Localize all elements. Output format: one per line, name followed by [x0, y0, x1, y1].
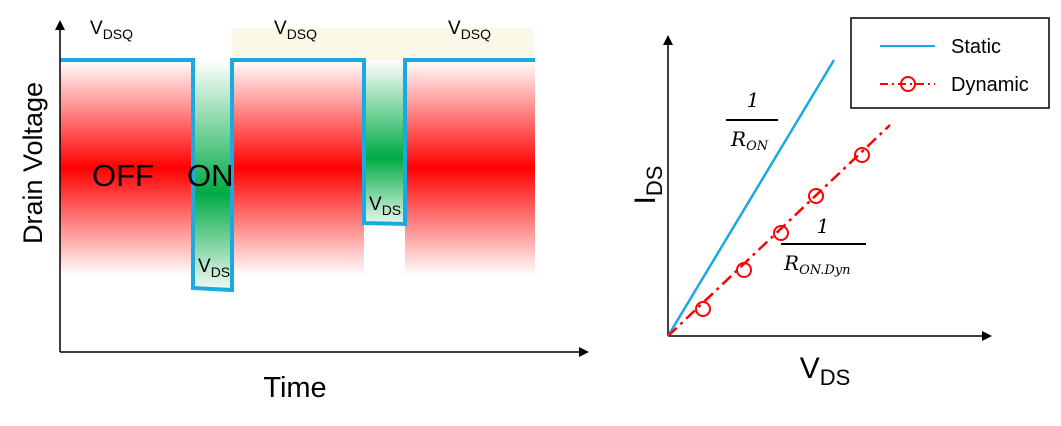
vdsq-band — [232, 28, 534, 60]
waveform-y-label: Drain Voltage — [18, 82, 48, 244]
dynamic-point — [773, 225, 789, 241]
legend-box — [850, 17, 1050, 109]
off-state-label: OFF — [92, 158, 154, 193]
waveform-panel: VDSQ VDSQ VDSQ OFF ON VDS VDS Drain Volt… — [18, 18, 589, 404]
dynamic-line — [667, 124, 891, 337]
dynamic-point — [808, 188, 824, 204]
vdsq-label-1: VDSQ — [90, 18, 133, 42]
on-state-label: ON — [187, 158, 234, 193]
legend-static-label: Static — [951, 36, 1001, 58]
iv-x-label: VDS — [800, 352, 851, 390]
dynamic-point — [736, 262, 752, 278]
on-region-1 — [193, 60, 233, 290]
svg-text:1: 1 — [747, 88, 760, 112]
vds-label-1: VDS — [198, 256, 230, 280]
iv-y-label: IDS — [629, 166, 667, 205]
vdsq-label-2: VDSQ — [274, 18, 317, 42]
off-region-2 — [232, 60, 364, 276]
off-region-1 — [60, 60, 193, 276]
drain-voltage-trace — [60, 58, 535, 293]
static-slope-label: 1 RON — [726, 88, 778, 154]
static-line — [666, 59, 836, 337]
dynamic-slope-denominator: RON.Dyn — [783, 251, 851, 278]
legend: Static Dynamic — [850, 17, 1050, 109]
svg-text:1: 1 — [817, 214, 830, 238]
dynamic-point — [695, 301, 711, 317]
static-slope-denominator: RON — [730, 127, 769, 154]
off-region-3 — [405, 60, 535, 276]
vdsq-label-3: VDSQ — [448, 18, 491, 42]
legend-dynamic-marker — [900, 76, 916, 92]
iv-plot-panel: 1 RON 1 RON.Dyn IDS VDS Static Dynamic — [629, 17, 1050, 390]
dynamic-point — [854, 147, 870, 163]
dynamic-slope-label: 1 RON.Dyn — [781, 214, 866, 278]
legend-dynamic-label: Dynamic — [951, 74, 1029, 96]
vds-label-2: VDS — [369, 194, 401, 218]
waveform-x-label: Time — [263, 372, 326, 404]
on-region-2 — [364, 60, 406, 223]
